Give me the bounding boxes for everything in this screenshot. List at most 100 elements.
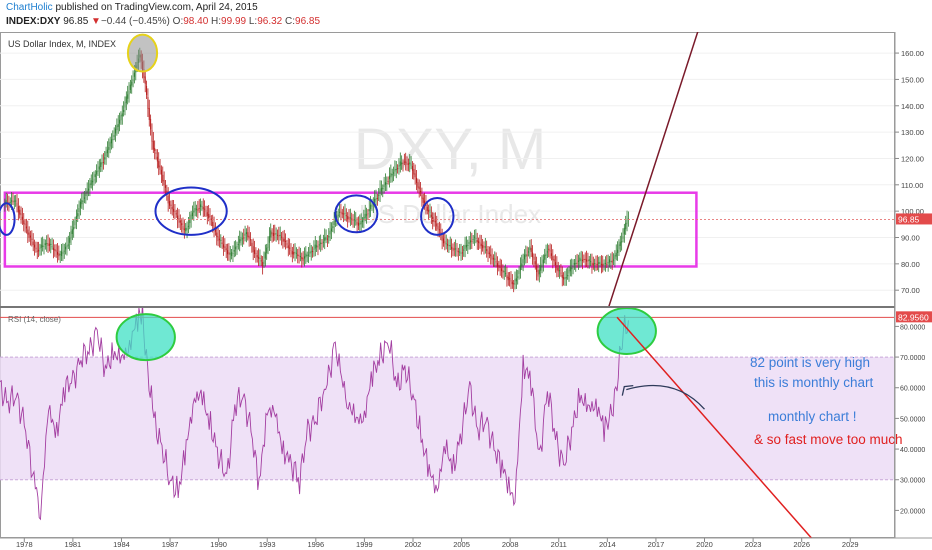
candle-body — [36, 250, 38, 252]
candle-body — [353, 219, 355, 221]
rsi-series-layer — [0, 308, 894, 538]
candle-body — [488, 252, 490, 255]
candle-body — [101, 162, 103, 165]
candle-body — [220, 239, 222, 241]
candle-body — [564, 277, 566, 280]
candle-body — [309, 251, 311, 254]
price-tick-label: 120.00 — [901, 154, 924, 163]
candle-body — [594, 263, 596, 265]
candle-body — [511, 281, 513, 285]
candle-body — [194, 208, 196, 211]
candle-body — [61, 251, 63, 256]
candle-body — [496, 263, 498, 267]
candle-body — [43, 245, 45, 247]
time-scale[interactable]: 1978 1981 1984 1987 1990 1993 1996 1999 2002 2005… — [16, 538, 859, 549]
candle-body — [464, 245, 466, 250]
candle-body — [501, 268, 503, 272]
candle-body — [563, 277, 565, 280]
candle-body — [324, 237, 326, 241]
candle-body — [221, 242, 223, 244]
rsi-tick-label: 80.0000 — [900, 324, 925, 331]
time-tick-label: 1978 — [16, 540, 33, 549]
candle-body — [603, 263, 605, 265]
candle-body — [339, 211, 341, 213]
candle-body — [120, 115, 122, 121]
time-tick-label: 1981 — [65, 540, 82, 549]
candle-body — [11, 200, 13, 202]
candle-body — [21, 216, 23, 220]
candle-body — [27, 229, 29, 235]
candle-body — [189, 219, 191, 224]
candle-body — [88, 188, 90, 191]
candle-body — [553, 259, 555, 262]
time-tick-label: 1987 — [162, 540, 179, 549]
candle-body — [398, 164, 400, 167]
candle-body — [447, 244, 449, 246]
candle-body — [571, 267, 573, 270]
candle-body — [455, 248, 457, 250]
candle-body — [83, 197, 85, 199]
candle-body — [39, 247, 41, 249]
candle-body — [359, 223, 361, 225]
candle-body — [276, 234, 278, 236]
candle-body — [281, 236, 283, 238]
candle-body — [374, 198, 376, 203]
note-fast-move: & so fast move too much — [754, 432, 903, 447]
candle-body — [557, 267, 559, 272]
candle-body — [19, 209, 21, 215]
candle-body — [580, 259, 582, 261]
candle-body — [328, 235, 330, 238]
candle-body — [121, 113, 123, 117]
author-link[interactable]: ChartHolic — [6, 2, 53, 13]
candle-body — [240, 236, 242, 242]
candle-body — [614, 254, 616, 259]
candle-body — [386, 182, 388, 184]
candle-body — [340, 211, 342, 213]
candle-body — [42, 245, 44, 247]
candle-body — [81, 200, 83, 205]
candle-body — [569, 266, 571, 272]
candle-body — [529, 246, 531, 251]
candle-body — [66, 245, 68, 248]
candle-body — [12, 201, 14, 203]
time-tick-label: 1996 — [307, 540, 324, 549]
candle-body — [393, 172, 395, 174]
candle-body — [275, 233, 277, 235]
candle-body — [402, 162, 404, 164]
price-tick-label: 90.00 — [901, 234, 920, 243]
candle-body — [523, 254, 525, 260]
watermark-symbol: DXY, M — [354, 117, 546, 182]
candle-body — [73, 227, 75, 230]
candle-body — [599, 261, 601, 264]
candle-body — [332, 226, 334, 229]
candle-body — [124, 102, 126, 108]
candle-body — [144, 76, 146, 84]
price-scale[interactable] — [895, 32, 932, 538]
last-price-label: 96.85 — [896, 213, 932, 225]
candle-body — [239, 239, 241, 243]
candle-body — [545, 253, 547, 257]
candle-body — [186, 227, 188, 231]
chart-canvas[interactable]: DXY, M US Dollar Index US Dollar Index, … — [0, 30, 932, 550]
candle-body — [611, 260, 613, 263]
candle-body — [492, 257, 494, 260]
candle-body — [131, 81, 133, 86]
candle-body — [46, 243, 48, 245]
candle-body — [549, 250, 551, 252]
price-tick-label: 130.00 — [901, 128, 924, 137]
candle-body — [417, 182, 419, 188]
arrow-shaft — [626, 384, 705, 410]
candle-body — [383, 184, 385, 188]
candle-body — [65, 246, 67, 250]
candle-body — [362, 220, 364, 223]
time-tick-label: 2002 — [405, 540, 422, 549]
candle-body — [389, 175, 391, 180]
candle-body — [305, 253, 307, 258]
candle-body — [536, 265, 538, 273]
candle-body — [330, 228, 332, 232]
candle-body — [318, 244, 320, 246]
candle-body — [317, 246, 319, 248]
candle-body — [533, 256, 535, 260]
candle-body — [468, 241, 470, 245]
candle-body — [232, 252, 234, 254]
